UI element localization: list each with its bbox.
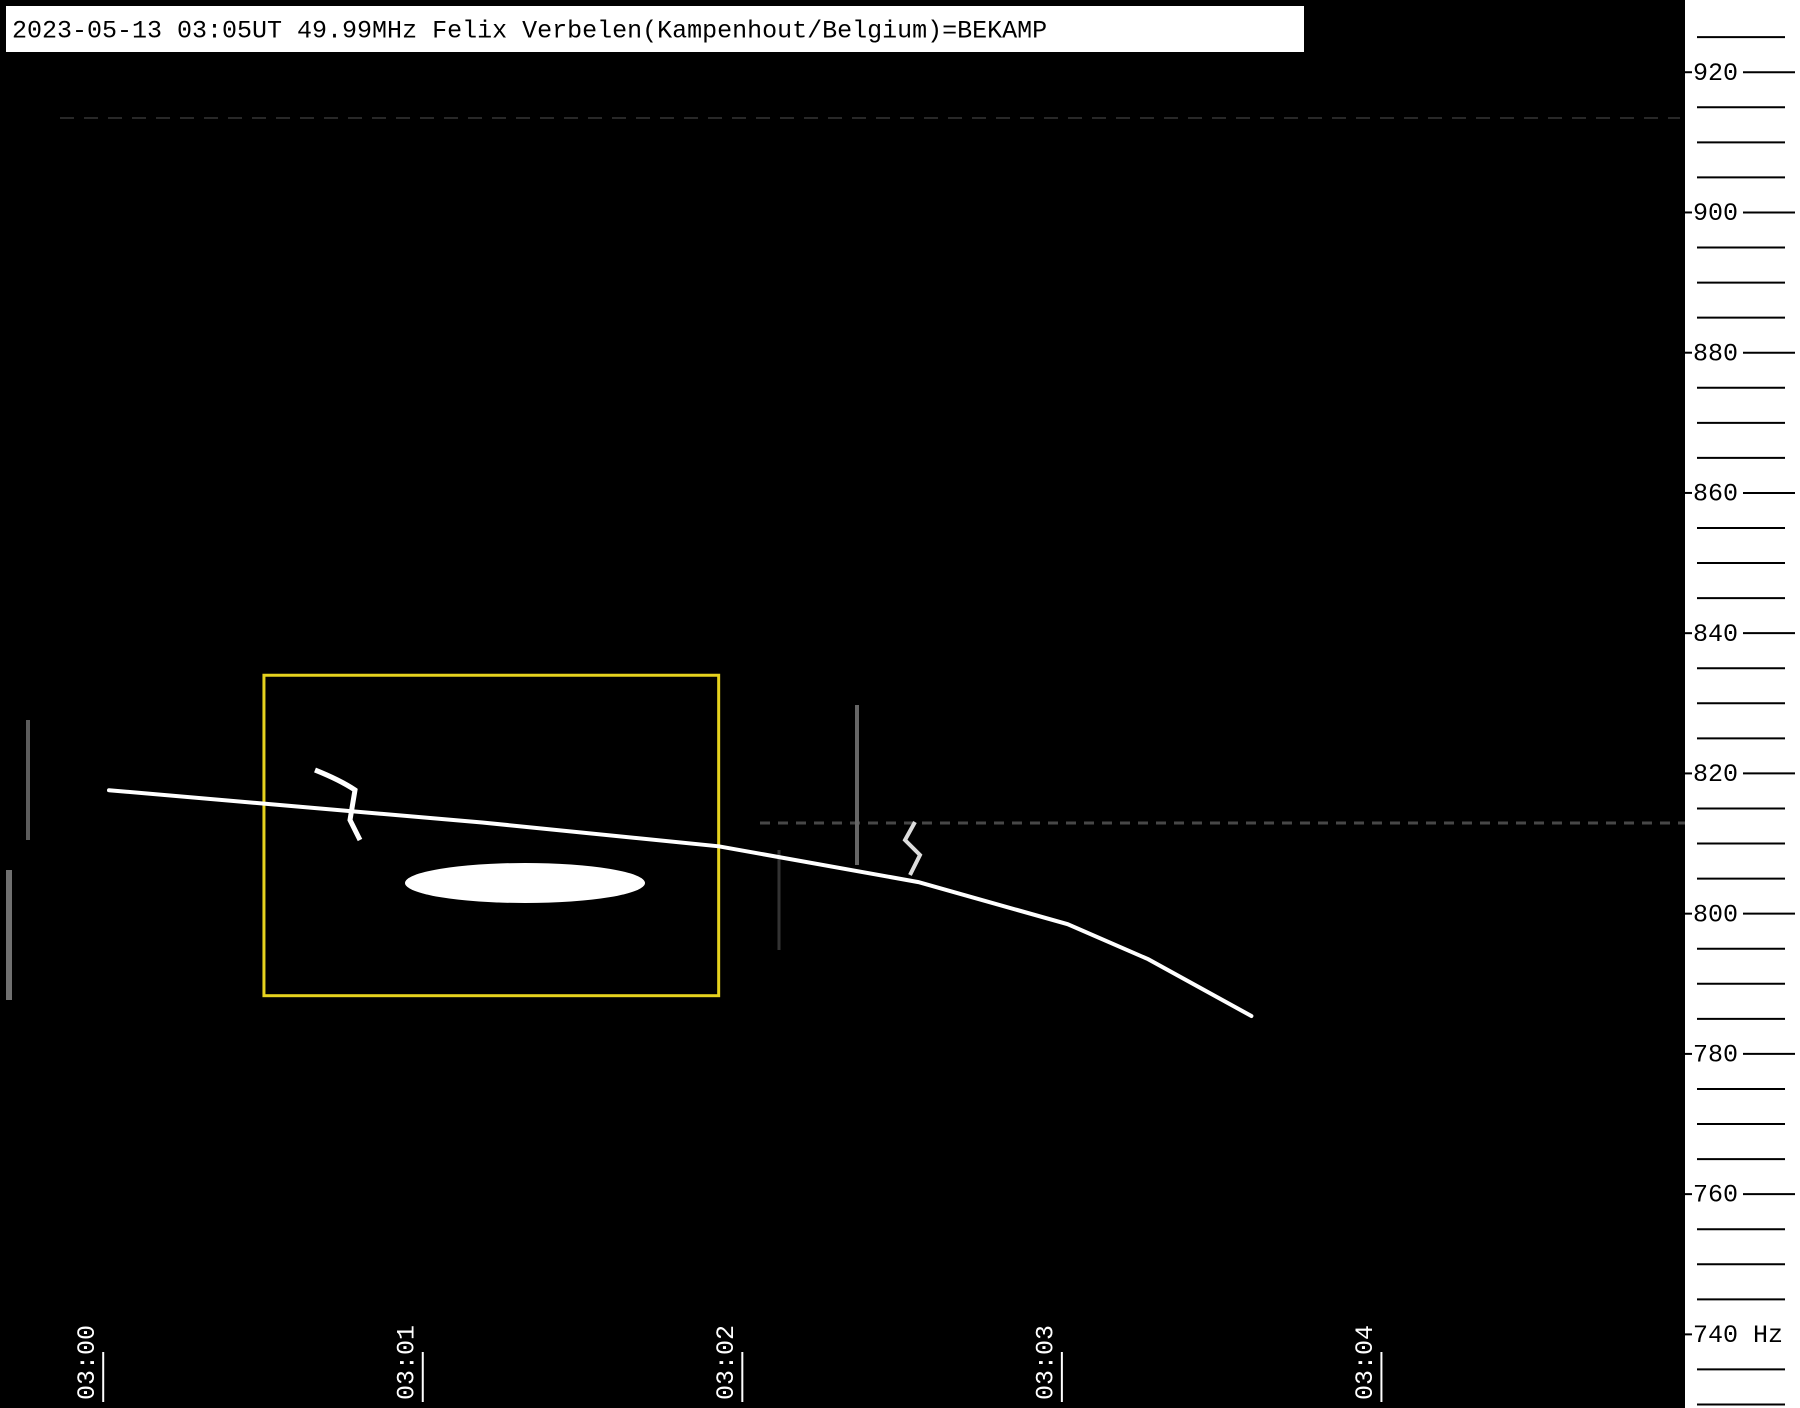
y-tick-label: 920 — [1693, 59, 1738, 88]
title-box — [6, 6, 1304, 52]
plot-area — [0, 0, 1685, 1408]
highlight-box — [262, 673, 721, 998]
y-tick-label: 760 — [1693, 1181, 1738, 1210]
echo-blob — [405, 863, 645, 903]
echo-fragment — [902, 821, 923, 876]
y-tick-label: 900 — [1693, 199, 1738, 228]
y-tick-label: 800 — [1693, 900, 1738, 929]
chart-title: 2023-05-13 03:05UT 49.99MHz Felix Verbel… — [12, 17, 1047, 46]
meteor-trace — [107, 788, 1254, 1018]
x-tick-label: 03:04 — [1351, 1325, 1380, 1400]
y-tick-label: 860 — [1693, 480, 1738, 509]
y-tick-label: 820 — [1693, 760, 1738, 789]
noise — [6, 117, 1685, 1000]
x-tick-label: 03:00 — [73, 1325, 102, 1400]
echo-fragment — [314, 767, 363, 842]
x-tick-label: 03:03 — [1031, 1325, 1060, 1400]
y-tick-label: 740 Hz — [1693, 1321, 1783, 1350]
y-tick-label: 880 — [1693, 339, 1738, 368]
y-tick-label: 780 — [1693, 1041, 1738, 1070]
y-tick-label: 840 — [1693, 620, 1738, 649]
x-tick-label: 03:01 — [392, 1325, 421, 1400]
x-tick-label: 03:02 — [712, 1325, 741, 1400]
